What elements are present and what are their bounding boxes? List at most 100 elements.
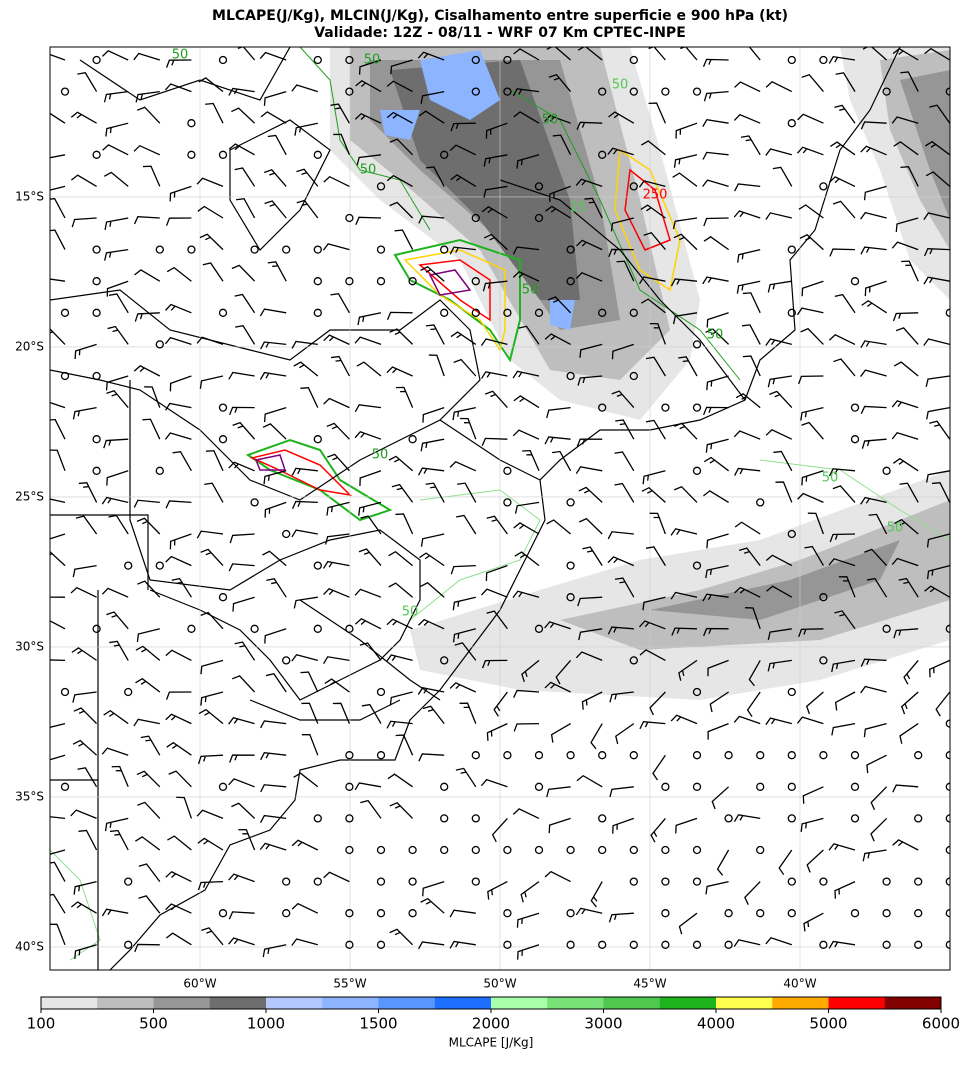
wind-barb	[734, 521, 761, 535]
wind-barb	[544, 436, 571, 445]
wind-barbs	[50, 47, 950, 960]
wind-barb	[738, 547, 761, 566]
wind-barb	[801, 470, 824, 486]
wind-barb	[101, 747, 129, 756]
wind-barb	[420, 581, 445, 598]
wind-barb	[103, 90, 129, 103]
wind-barb	[134, 943, 160, 953]
calm-marker	[440, 782, 449, 791]
wind-barb	[924, 47, 950, 61]
calm-marker	[471, 55, 480, 65]
calm-marker	[882, 909, 891, 918]
wind-barb	[229, 754, 255, 763]
contour-label: 50	[364, 53, 381, 68]
calm-marker	[471, 277, 480, 286]
wind-barb	[357, 312, 382, 326]
wind-barb	[418, 753, 445, 762]
wind-barb	[748, 660, 761, 687]
wind-barb	[292, 500, 318, 510]
wind-barb	[707, 722, 729, 740]
calm-marker	[124, 877, 133, 886]
wind-barb	[449, 246, 476, 255]
wind-barb	[293, 772, 319, 788]
wind-barb	[891, 241, 919, 251]
wind-barb	[457, 482, 477, 503]
calm-marker	[124, 561, 133, 570]
calm-marker	[787, 308, 796, 317]
calm-marker	[376, 940, 386, 949]
wind-barb	[459, 702, 477, 724]
wind-barb	[733, 113, 761, 124]
calm-marker	[850, 909, 860, 918]
calm-marker	[471, 213, 480, 223]
wind-barb	[165, 649, 192, 661]
wind-barb	[703, 90, 729, 102]
wind-barb	[425, 482, 445, 503]
calm-marker	[819, 593, 828, 602]
wind-barb	[229, 533, 255, 544]
wind-barb	[109, 640, 129, 661]
wind-barb	[237, 47, 256, 61]
wind-barb	[645, 356, 666, 377]
wind-barb	[555, 659, 572, 685]
wind-barb	[325, 533, 350, 545]
calm-marker	[313, 245, 322, 254]
calm-marker	[218, 55, 228, 65]
wind-barb	[198, 77, 224, 93]
wind-barb	[834, 691, 856, 711]
wind-barb	[926, 406, 950, 420]
wind-barb	[326, 501, 350, 516]
wind-barb	[228, 461, 255, 472]
wind-barb	[862, 47, 888, 61]
wind-barb	[135, 90, 160, 103]
wind-barb	[765, 429, 793, 440]
wind-barb	[765, 338, 792, 346]
calm-marker	[566, 751, 575, 760]
wind-barb	[703, 236, 729, 251]
wind-barb	[449, 682, 477, 693]
wind-barb	[892, 312, 919, 322]
calm-marker	[408, 277, 417, 286]
calm-marker	[124, 940, 133, 949]
calm-marker	[661, 782, 670, 791]
wind-barb	[672, 312, 698, 325]
colorbar-swatch	[266, 997, 323, 1009]
wind-barb	[386, 174, 413, 187]
wind-barb	[359, 470, 382, 487]
wind-barb	[590, 881, 603, 908]
wind-barb	[863, 185, 887, 201]
wind-barb	[106, 280, 129, 297]
wind-barb	[612, 817, 635, 834]
colorbar-swatch	[378, 997, 436, 1009]
wind-barb	[642, 596, 666, 611]
calm-marker	[598, 751, 607, 760]
wind-barb	[860, 246, 887, 255]
wind-barb	[197, 837, 224, 851]
calm-marker	[661, 940, 670, 949]
wind-barb	[134, 269, 161, 282]
wind-barb	[107, 325, 129, 345]
wind-barb	[582, 546, 603, 566]
wind-barb	[870, 817, 888, 842]
wind-barb	[134, 312, 160, 322]
colorbar-swatch	[772, 997, 829, 1009]
wind-barb	[544, 681, 571, 693]
wind-barb	[103, 709, 129, 725]
wind-barb	[259, 842, 287, 851]
calm-marker	[819, 656, 828, 665]
calm-marker	[92, 150, 101, 159]
wind-barb	[864, 548, 888, 567]
wind-barb	[262, 423, 287, 440]
wind-barb	[672, 217, 698, 230]
calm-marker	[376, 245, 386, 254]
calm-marker	[534, 308, 544, 317]
calm-marker	[376, 877, 386, 886]
calm-marker	[408, 909, 417, 918]
calm-marker	[313, 624, 322, 633]
calm-marker	[629, 55, 638, 65]
wind-barb	[548, 73, 572, 93]
calm-marker	[250, 245, 259, 254]
wind-barb	[514, 551, 540, 567]
wind-barb	[703, 406, 729, 416]
calm-marker	[345, 845, 354, 855]
